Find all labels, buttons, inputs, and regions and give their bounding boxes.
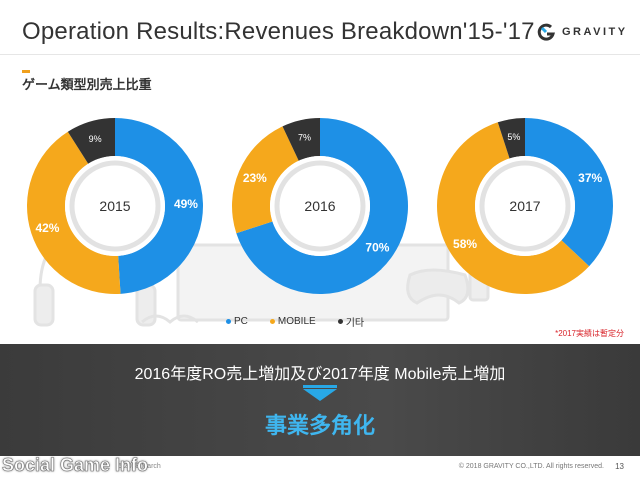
legend-item-mobile: MOBILE [269,314,316,329]
footer-date: 5 2018 March [118,463,161,470]
center-2016 [270,156,370,256]
label-2016-mobile: 23% [243,171,267,185]
subtitle-accent [22,70,30,73]
center-ring-2015 [69,160,161,252]
label-2017-mobile: 58% [453,237,477,251]
label-2016-pc: 70% [365,241,389,255]
center-ring-2016 [274,160,366,252]
summary-banner: 2016年度RO売上増加及び2017年度 Mobile売上増加 事業多角化 [0,344,640,456]
label-2016-other: 7% [298,133,311,143]
footer [0,456,640,480]
copyright: © 2018 GRAVITY CO.,LTD. All rights reser… [458,463,604,470]
pie-charts: 49% 42% 9% 2015 70% 23% 7% 2016 37% 58% 5% 2017 [27,118,613,294]
slice-2017-pc [525,118,613,267]
page-number: 13 [615,462,624,471]
slice-2017-other [497,118,525,159]
legend-label-other: 기타 [345,318,365,329]
center-ring-2017 [479,160,571,252]
slice-2016-pc [236,118,408,294]
slice-2017-mobile [437,122,590,294]
down-arrow-icon [303,389,337,401]
legend-label-pc: PC [234,316,248,327]
legend-item-other: 기타 [337,314,365,329]
banner-headline: 2016年度RO売上増加及び2017年度 Mobile売上増加 [134,366,506,383]
year-label-2015: 2015 [99,198,130,214]
title-divider [0,54,640,55]
legend-item-pc: PC [226,314,248,329]
label-2015-pc: 49% [174,197,198,211]
slice-2016-other [282,118,320,161]
legend-dot-other [337,319,343,324]
center-2015 [65,156,165,256]
section-subtitle: ゲーム類型別売上比重 [22,77,152,92]
legend-dot-mobile [269,319,275,324]
slice-2016-mobile [232,126,299,234]
gravity-logo-icon [537,23,555,41]
banner-conclusion: 事業多角化 [264,413,375,438]
logo-text: GRAVITY [562,26,628,38]
slice-2015-pc [115,118,203,294]
slice-2015-other [67,118,115,164]
page-title: Operation Results:Revenues Breakdown'15-… [22,18,535,45]
legend-dot-pc [226,319,231,324]
label-2017-pc: 37% [578,171,602,185]
center-2017 [475,156,575,256]
provisional-note: *2017実績は暫定分 [555,329,624,338]
arrow-bar [303,385,337,388]
label-2015-mobile: 42% [35,221,59,235]
label-2017-other: 5% [507,132,520,142]
label-2015-other: 9% [89,134,102,144]
watermark: Social Game Info [2,455,149,476]
slice-2015-mobile [27,131,121,294]
gravity-logo: GRAVITY [536,22,628,42]
year-label-2017: 2017 [509,198,540,214]
year-label-2016: 2016 [304,198,335,214]
chart-legend: PC MOBILE 기타 [226,314,364,329]
legend-label-mobile: MOBILE [277,316,316,327]
